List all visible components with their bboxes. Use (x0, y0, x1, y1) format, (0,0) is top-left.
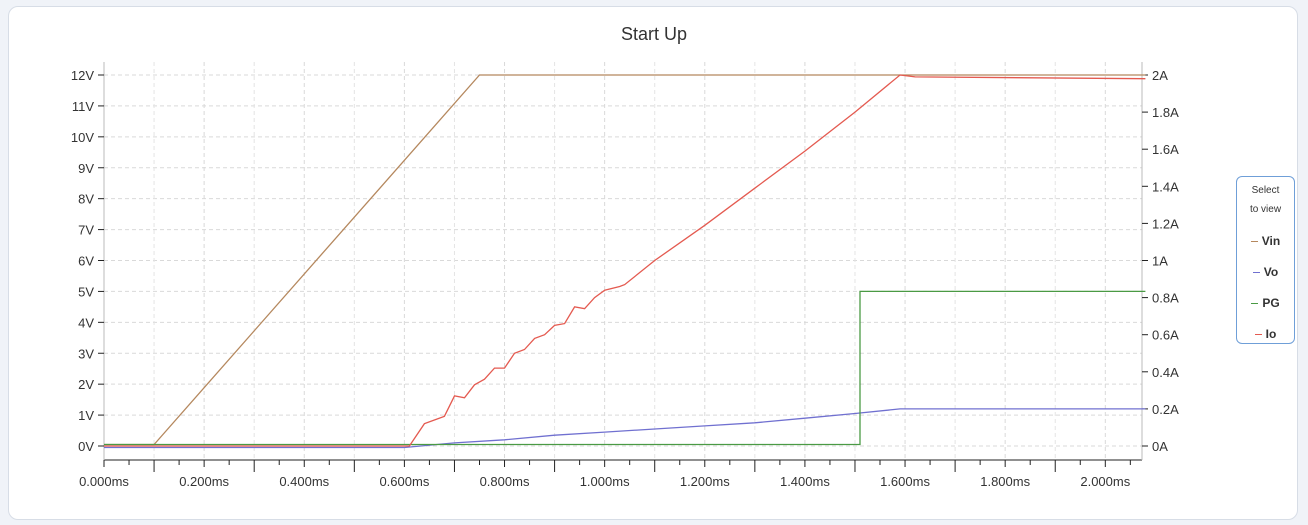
series-vin-line (104, 74, 1146, 446)
y-left-tick-label: 5V (78, 284, 94, 299)
y-left-tick-label: 7V (78, 223, 94, 238)
legend-items: Vin Vo PG Io (1237, 233, 1294, 342)
legend-label: Vo (1263, 265, 1279, 279)
legend-swatch (1254, 333, 1262, 335)
legend-item-vin[interactable]: Vin (1237, 233, 1294, 249)
y-left-tick-label: 8V (78, 192, 94, 207)
y-right-tick-label: 0.6A (1152, 328, 1179, 343)
y-left-tick-label: 3V (78, 346, 94, 361)
y-right-tick-label: 1A (1152, 254, 1168, 269)
axes: 0V 1V 2V 3V 4V 5V 6V 7V 8V 9V 10V 11V 12V 0A 0.2A 0.4A 0… (71, 62, 1179, 489)
x-tick-label: 0.400ms (279, 474, 329, 489)
y-left-tick-label: 10V (71, 130, 94, 145)
series-io-line (104, 74, 1146, 447)
y-right-tick-label: 0.4A (1152, 365, 1179, 380)
y-right-tick-label: 1.6A (1152, 142, 1179, 157)
legend-swatch (1252, 271, 1260, 273)
x-tick-label: 1.600ms (880, 474, 930, 489)
y-left-tick-label: 9V (78, 161, 94, 176)
x-tick-label: 1.000ms (580, 474, 630, 489)
y-left-tick-label: 6V (78, 254, 94, 269)
chart-title: Start Up (621, 24, 687, 44)
legend-header-line-2: to view (1249, 204, 1282, 215)
y-right-tick-label: 0.2A (1152, 402, 1179, 417)
series-lines (104, 74, 1146, 449)
y-left-tick-label: 4V (78, 315, 94, 330)
series-pg-line (104, 290, 1146, 446)
x-tick-label: 1.800ms (980, 474, 1030, 489)
y-right-tick-label: 0.8A (1152, 291, 1179, 306)
x-tick-label: 0.200ms (179, 474, 229, 489)
x-tick-label: 1.400ms (780, 474, 830, 489)
x-tick-label: 0.000ms (79, 474, 129, 489)
legend-label: Io (1265, 327, 1277, 341)
x-tick-label: 0.600ms (379, 474, 429, 489)
chart-panel (8, 6, 1298, 520)
legend-swatch (1250, 240, 1258, 242)
y-right-tick-label: 1.8A (1152, 105, 1179, 120)
legend-item-pg[interactable]: PG (1237, 295, 1294, 311)
legend-item-vo[interactable]: Vo (1237, 264, 1294, 280)
legend-label: PG (1262, 296, 1280, 310)
y-right-tick-label: 0A (1152, 439, 1168, 454)
y-right-tick-label: 2A (1152, 68, 1168, 83)
legend-item-io[interactable]: Io (1237, 326, 1294, 342)
series-vo-line (104, 408, 1146, 449)
y-left-tick-label: 2V (78, 377, 94, 392)
y-left-tick-label: 11V (72, 99, 94, 114)
x-tick-label: 2.000ms (1080, 474, 1130, 489)
y-left-tick-label: 1V (78, 408, 94, 423)
y-right-tick-label: 1.2A (1152, 216, 1179, 231)
x-tick-label: 1.200ms (680, 474, 730, 489)
legend-header-line-1: Select (1251, 185, 1280, 196)
grid-lines (103, 62, 1142, 460)
legend-label: Vin (1261, 234, 1281, 248)
y-left-tick-label: 0V (78, 439, 94, 454)
legend-swatch (1251, 302, 1259, 304)
legend: Select to view Vin Vo PG Io (1236, 176, 1295, 344)
x-tick-label: 0.800ms (480, 474, 530, 489)
y-right-tick-label: 1.4A (1152, 179, 1179, 194)
y-left-tick-label: 12V (71, 68, 94, 83)
